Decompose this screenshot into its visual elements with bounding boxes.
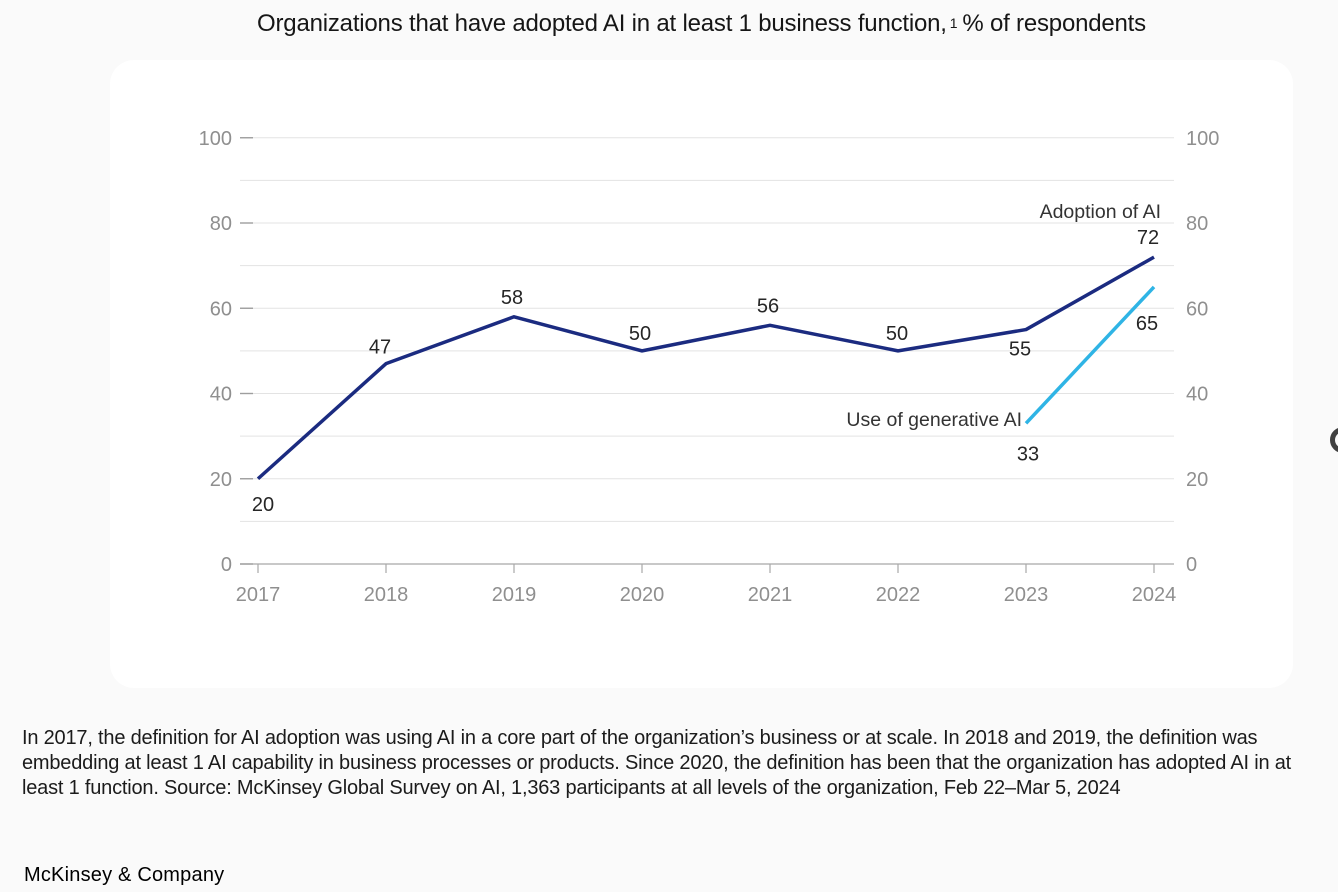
series-label: Adoption of AI [1040, 201, 1161, 223]
x-axis-label: 2018 [364, 584, 409, 606]
x-axis-label: 2017 [236, 584, 281, 606]
data-label: 65 [1136, 313, 1158, 335]
y-axis-label-left: 80 [210, 213, 232, 235]
y-axis-label-right: 40 [1186, 384, 1208, 406]
x-axis-label: 2021 [748, 584, 793, 606]
chart-footnote: In 2017, the definition for AI adoption … [22, 727, 1292, 799]
data-label: 72 [1137, 227, 1159, 249]
series-label: Use of generative AI [846, 409, 1022, 431]
x-axis-label: 2022 [876, 584, 921, 606]
x-axis-label: 2020 [620, 584, 665, 606]
y-axis-label-left: 40 [210, 384, 232, 406]
footnote-marker: 1 [949, 15, 958, 31]
y-axis-label-right: 0 [1186, 554, 1197, 576]
data-label: 50 [629, 323, 651, 345]
data-label: 50 [886, 323, 908, 345]
data-label: 47 [369, 337, 391, 359]
x-axis-label: 2024 [1132, 584, 1177, 606]
y-axis-label-left: 20 [210, 469, 232, 491]
data-label: 33 [1017, 443, 1039, 465]
y-axis-label-right: 100 [1186, 128, 1219, 150]
x-axis-label: 2023 [1004, 584, 1049, 606]
data-label: 56 [757, 295, 779, 317]
series-line-adoption-of-ai [256, 255, 1155, 481]
chart-card: 0 0 20 20 40 40 60 60 80 80 100 100 2017 2018 2019 2020… [110, 60, 1293, 688]
y-axis-label-left: 0 [221, 554, 232, 576]
page-title-text: Organizations that have adopted AI in at… [257, 10, 947, 37]
page-title: Organizations that have adopted AI in at… [110, 10, 1293, 38]
data-label: 55 [1009, 339, 1031, 361]
edge-partial-circle-icon [1330, 427, 1338, 453]
data-label: 20 [252, 494, 274, 516]
data-label: 58 [501, 287, 523, 309]
mckinsey-brand: McKinsey & Company [24, 864, 225, 886]
y-axis-label-right: 20 [1186, 469, 1208, 491]
y-axis-label-left: 60 [210, 298, 232, 320]
y-axis-label-left: 100 [199, 128, 232, 150]
page-title-suffix: % of respondents [962, 10, 1146, 37]
x-axis-label: 2019 [492, 584, 537, 606]
y-axis-label-right: 60 [1186, 298, 1208, 320]
y-axis-label-right: 80 [1186, 213, 1208, 235]
series-line-use-of-generative-ai [1024, 285, 1156, 425]
